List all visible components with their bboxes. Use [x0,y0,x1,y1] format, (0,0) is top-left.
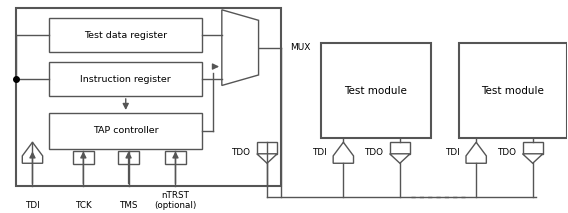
Polygon shape [257,154,277,163]
Polygon shape [523,154,543,163]
Polygon shape [222,10,258,85]
Text: TMS: TMS [119,200,138,210]
Text: TDO: TDO [231,148,250,157]
Polygon shape [466,142,486,163]
Text: MUX: MUX [290,43,310,52]
Bar [49,18,202,52]
Text: nTRST: nTRST [161,191,190,200]
Text: TDO: TDO [364,148,383,157]
Polygon shape [22,142,43,163]
Polygon shape [333,142,353,163]
Bar [257,142,277,154]
Text: TDI: TDI [25,200,40,210]
Bar [73,151,94,164]
Bar [165,151,186,164]
Bar [49,62,202,96]
Bar [390,142,410,154]
Text: TAP controller: TAP controller [93,126,158,135]
Bar [118,151,139,164]
Text: TCK: TCK [75,200,91,210]
Text: Instruction register: Instruction register [80,75,171,84]
Text: Test module: Test module [344,86,407,96]
Text: TDO: TDO [497,148,516,157]
Text: TDI: TDI [445,148,459,157]
Bar [15,8,281,186]
Bar [321,43,431,138]
Polygon shape [390,154,410,163]
Text: TDI: TDI [312,148,327,157]
Text: Test module: Test module [482,86,544,96]
Text: (optional): (optional) [154,200,197,210]
Text: Test data register: Test data register [84,30,168,40]
Bar [523,142,543,154]
Bar [49,113,202,148]
Bar [459,43,567,138]
